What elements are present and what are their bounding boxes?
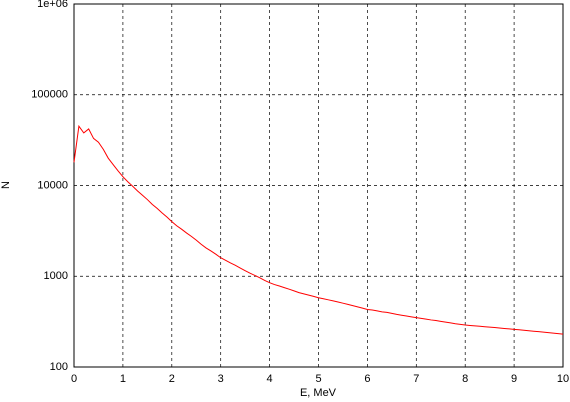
data-line [73,124,564,335]
x-tick-label: 2 [169,373,175,385]
x-tick-label: 1 [120,373,126,385]
x-tick-label: 9 [511,373,517,385]
x-tick-label: 3 [218,373,224,385]
y-tick-label: 10000 [37,179,68,191]
x-tick-label: 5 [315,373,321,385]
y-tick-label: 1e+06 [37,0,68,10]
x-tick-label: 6 [364,373,370,385]
x-axis-label: E, MeV [300,387,337,399]
x-tick-label: 10 [557,373,569,385]
y-tick-label: 1000 [44,270,68,282]
y-axis-label: N [0,181,12,189]
x-tick-label: 0 [71,373,77,385]
x-tick-label: 7 [413,373,419,385]
plot-frame [73,3,564,368]
x-tick-label: 8 [462,373,468,385]
y-tick-label: 100000 [31,89,68,101]
y-tick-label: 100 [50,361,68,373]
x-tick-label: 4 [267,373,273,385]
